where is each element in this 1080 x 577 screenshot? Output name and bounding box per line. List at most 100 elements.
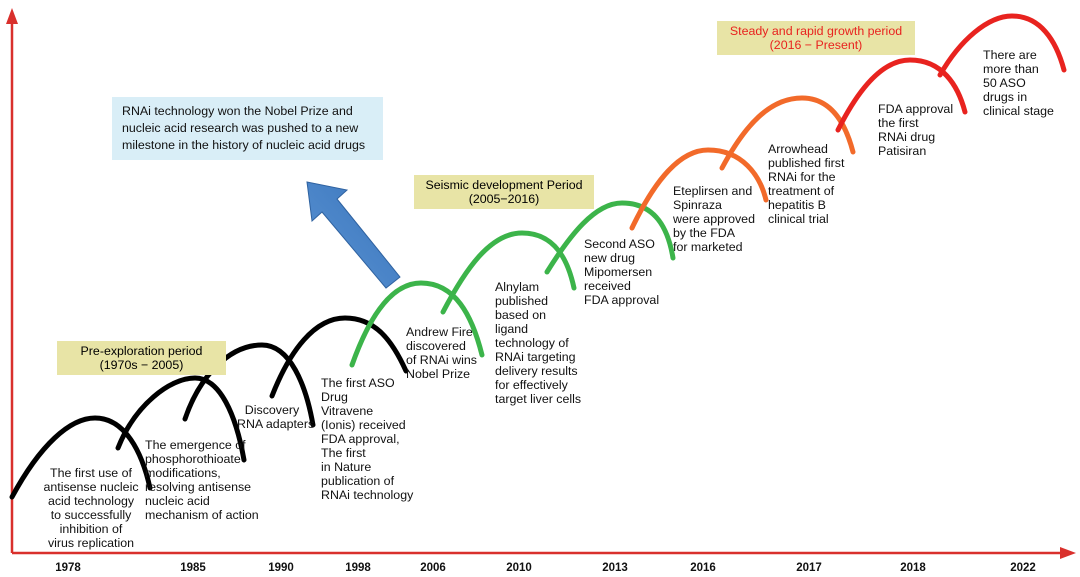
milestone-line: The emergence of [145,438,246,452]
milestone-line: Discovery [244,403,300,417]
year-label: 2013 [602,562,628,574]
period-range: (2016 − Present) [769,38,863,52]
callout-line: nucleic acid research was pushed to a ne… [122,121,359,135]
milestone-line: by the FDA [673,226,735,240]
arc-10 [835,57,968,133]
milestone-line: published [495,294,549,308]
milestone-line: FDA approval [878,102,954,116]
milestone-line: phosphorothioate [145,452,241,466]
milestone-line: new drug [584,251,635,265]
milestone-line: based on [495,308,546,322]
year-label: 1990 [268,562,294,574]
milestone-line: inhibition of [59,522,123,536]
milestone-2017: Arrowhead published first RNAi for the t… [768,142,844,226]
milestone-line: to successfully [50,508,132,522]
callout-line: milestone in the history of nucleic acid… [122,138,366,152]
callout-line: RNAi technology won the Nobel Prize and [122,104,353,118]
year-label: 2016 [690,562,716,574]
milestone-line: virus replication [47,536,135,550]
milestone-line: 50 ASO [983,76,1026,90]
milestone-2010: Alnylam published based on ligand techno… [495,280,581,406]
milestone-line: Arrowhead [768,142,828,156]
milestone-line: antisense nucleic [43,480,139,494]
milestone-line: RNAi targeting [495,350,576,364]
milestone-1985: The emergence of phosphorothioate modifi… [145,438,259,522]
milestone-2022: There are more than 50 ASO drugs in clin… [983,48,1054,118]
milestone-line: publication of [321,474,395,488]
year-label: 2022 [1010,562,1036,574]
milestone-line: received [584,279,631,293]
arc-1 [9,415,153,500]
milestone-line: FDA approval [584,293,660,307]
milestone-line: drugs in [983,90,1028,104]
arc-3 [182,342,316,428]
arc-11 [937,13,1067,78]
milestone-line: Second ASO [584,237,655,251]
milestone-1998: The first ASO Drug Vitravene (Ionis) rec… [321,376,413,502]
period-pre-exploration: Pre-exploration period (1970s − 2005) [57,341,226,375]
milestone-line: The first [321,446,366,460]
milestone-line: acid technology [47,494,135,508]
milestone-line: clinical stage [983,104,1054,118]
period-title: Steady and rapid growth period [729,24,903,38]
nobel-callout: RNAi technology won the Nobel Prize and … [112,97,383,160]
milestone-line: Patisiran [878,144,927,158]
milestone-line: The first use of [50,466,132,480]
period-range: (1970s − 2005) [99,358,184,372]
milestone-line: Spinraza [673,198,722,212]
milestone-line: technology of [495,336,569,350]
milestone-line: were approved [673,212,755,226]
arc-5 [349,280,485,368]
year-label: 2017 [796,562,822,574]
milestone-1990: Discovery RNA adapters [237,403,315,431]
milestone-2016: Eteplirsen and Spinraza were approved by… [673,184,755,254]
x-axis-arrowhead [1060,547,1076,559]
milestone-line: Andrew Fire [406,325,473,339]
arc-8 [629,147,769,231]
period-steady: Steady and rapid growth period (2016 − P… [717,21,915,55]
milestone-line: RNAi drug [878,130,936,144]
milestone-line: Drug [321,390,348,404]
period-title: Pre-exploration period [80,344,203,358]
milestone-line: nucleic acid [145,494,210,508]
milestone-line: the first [878,116,919,130]
milestone-line: discovered [406,339,466,353]
arc-2 [115,375,247,463]
milestone-line: for effectively [495,378,568,392]
milestone-line: in Nature [321,460,372,474]
milestone-line: RNAi for the [768,170,836,184]
milestone-line: Mipomersen [584,265,653,279]
period-range: (2005−2016) [468,192,540,206]
milestone-line: Eteplirsen and [673,184,753,198]
period-title: Seismic development Period [425,178,583,192]
year-label: 2006 [420,562,446,574]
arc-9 [719,95,856,171]
milestone-line: RNA adapters [237,417,315,431]
milestone-line: Nobel Prize [406,367,471,381]
milestone-line: RNAi technology [321,488,414,502]
milestone-line: for marketed [673,240,743,254]
milestone-line: There are [983,48,1037,62]
milestone-1978: The first use of antisense nucleic acid … [26,466,156,550]
milestone-line: delivery results [495,364,578,378]
milestone-line: of RNAi wins [406,353,477,367]
milestone-2018: FDA approval the first RNAi drug Patisir… [878,102,953,158]
milestone-arrow [306,181,401,289]
year-label: 1998 [345,562,371,574]
year-label: 1985 [180,562,206,574]
milestone-line: ligand [495,322,529,336]
milestone-line: FDA approval, [321,432,400,446]
milestone-line: The first ASO [321,376,395,390]
period-seismic: Seismic development Period (2005−2016) [414,175,594,209]
milestone-line: treatment of [768,184,835,198]
year-label: 2010 [506,562,532,574]
milestone-line: hepatitis B [768,198,826,212]
milestone-line: more than [983,62,1039,76]
milestone-line: clinical trial [768,212,829,226]
year-label: 1978 [55,562,81,574]
milestone-2006: Andrew Fire discovered of RNAi wins Nobe… [406,325,477,381]
milestone-line: Alnylam [495,280,540,294]
arc-7 [544,200,676,275]
